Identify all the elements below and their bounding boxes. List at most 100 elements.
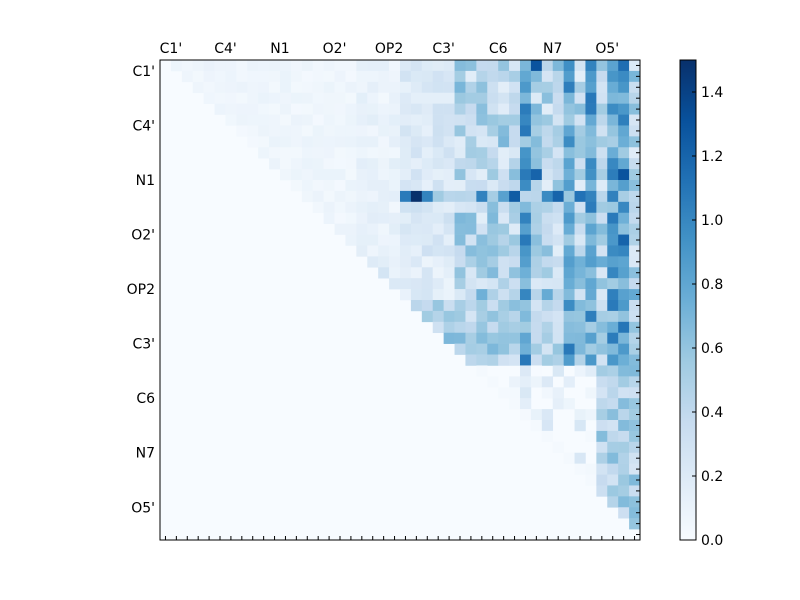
heatmap-cell <box>389 212 401 224</box>
heatmap-cell <box>509 60 521 72</box>
heatmap-cell <box>596 234 608 246</box>
heatmap-cell <box>389 223 401 235</box>
heatmap-cell <box>509 300 521 312</box>
heatmap-cell <box>356 223 368 235</box>
heatmap-cell <box>421 81 434 94</box>
heatmap-cell <box>552 256 564 268</box>
heatmap-cell <box>596 180 608 192</box>
heatmap-cell <box>410 81 423 94</box>
heatmap-cell <box>596 223 608 235</box>
heatmap-cell <box>389 136 401 148</box>
heatmap-cell <box>520 343 532 355</box>
heatmap-cell <box>530 223 543 235</box>
heatmap-cell <box>596 256 608 268</box>
heatmap-cell <box>454 332 466 344</box>
heatmap-cell <box>585 234 597 246</box>
heatmap-cell <box>400 114 412 126</box>
heatmap-cell <box>552 169 564 181</box>
heatmap-cell <box>563 136 575 148</box>
heatmap-cell <box>280 103 292 115</box>
heatmap-cell <box>345 190 357 203</box>
heatmap-cell <box>541 245 554 257</box>
heatmap-cell <box>530 343 543 355</box>
heatmap-cell <box>225 60 237 72</box>
heatmap-cell <box>563 125 575 137</box>
heatmap-cell <box>585 158 597 170</box>
heatmap-cell <box>607 212 619 224</box>
heatmap-cell <box>465 114 477 126</box>
heatmap-cell <box>290 169 303 181</box>
heatmap-cell <box>476 125 488 137</box>
heatmap-cell <box>258 103 270 115</box>
heatmap-cell <box>258 92 270 104</box>
heatmap-cell <box>498 92 510 104</box>
heatmap-cell <box>607 452 619 464</box>
heatmap-cell <box>465 92 477 104</box>
heatmap-cell <box>563 169 575 181</box>
heatmap-cell <box>618 441 630 454</box>
heatmap-cell <box>378 125 390 137</box>
heatmap-cell <box>454 267 466 279</box>
heatmap-cell <box>421 114 434 126</box>
heatmap-cell <box>400 256 412 268</box>
heatmap-cell <box>410 147 423 159</box>
heatmap-cell <box>498 180 510 192</box>
heatmap-cell <box>629 332 641 344</box>
heatmap-cell <box>541 114 554 126</box>
heatmap-cell <box>443 147 455 159</box>
heatmap-cell <box>607 354 619 366</box>
heatmap-cell <box>312 114 324 126</box>
heatmap-cell <box>356 70 368 83</box>
heatmap-cell <box>443 180 455 192</box>
heatmap-cell <box>487 169 499 181</box>
heatmap-cell <box>520 278 532 290</box>
heatmap-cell <box>323 103 335 115</box>
heatmap-cell <box>443 267 455 279</box>
heatmap-cell <box>585 245 597 257</box>
heatmap-cell <box>225 114 237 126</box>
heatmap-cell <box>487 289 499 301</box>
heatmap-cell <box>607 114 619 126</box>
heatmap-cell <box>574 310 586 323</box>
heatmap-cell <box>563 234 575 246</box>
heatmap-cell <box>400 180 412 192</box>
heatmap-cell <box>530 234 543 246</box>
heatmap-cell <box>367 256 379 268</box>
heatmap-cell <box>334 103 346 115</box>
heatmap-cell <box>301 147 314 159</box>
heatmap-cell <box>465 201 477 214</box>
heatmap-cell <box>520 321 532 334</box>
heatmap-cell <box>487 125 499 137</box>
heatmap-cell <box>596 321 608 334</box>
heatmap-cell <box>378 180 390 192</box>
heatmap-cell <box>618 158 630 170</box>
heatmap-cell <box>520 158 532 170</box>
heatmap-cell <box>607 125 619 137</box>
heatmap-cell <box>465 158 477 170</box>
heatmap-cell <box>629 354 641 366</box>
heatmap-cell <box>312 125 324 137</box>
heatmap-cell <box>509 81 521 94</box>
heatmap-cell <box>345 169 357 181</box>
heatmap-cell <box>421 169 434 181</box>
heatmap-cell <box>378 70 390 83</box>
heatmap-cell <box>585 60 597 72</box>
heatmap-cell <box>487 81 499 94</box>
heatmap-cell <box>596 354 608 366</box>
heatmap-cell <box>509 201 521 214</box>
heatmap-cell <box>509 147 521 159</box>
heatmap-cell <box>607 321 619 334</box>
heatmap-cell <box>334 81 346 94</box>
heatmap-cell <box>552 201 564 214</box>
heatmap-cell <box>574 343 586 355</box>
x-tick-label: OP2 <box>375 41 403 57</box>
heatmap-cell <box>443 223 455 235</box>
heatmap-cell <box>290 136 303 148</box>
heatmap-cell <box>563 223 575 235</box>
heatmap-cell <box>509 70 521 83</box>
heatmap-cell <box>585 409 597 421</box>
heatmap-cell <box>290 81 303 94</box>
heatmap-cell <box>585 212 597 224</box>
heatmap-cell <box>552 310 564 323</box>
heatmap-cell <box>290 103 303 115</box>
